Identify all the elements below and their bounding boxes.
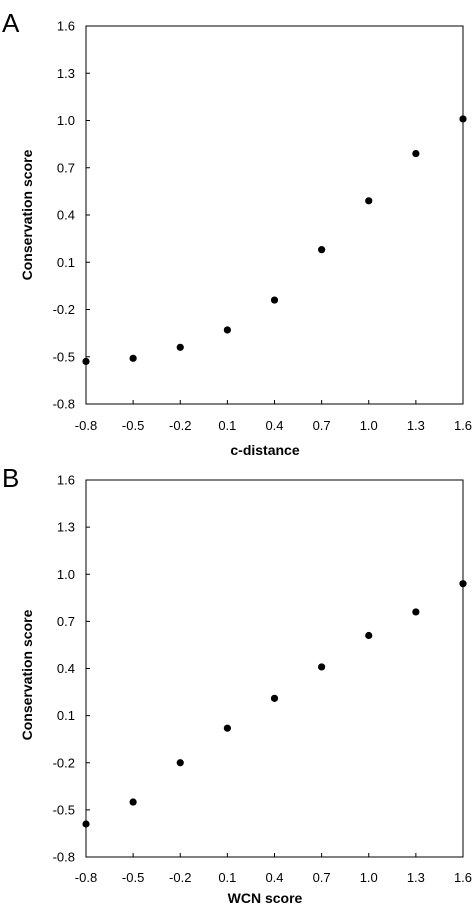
panel-a-y-tick-label: -0.5 [53, 349, 75, 364]
panel-a-x-tick-label: -0.5 [122, 418, 144, 433]
panel-b-y-tick-label: 1.6 [57, 473, 75, 488]
panel-a-letter: A [2, 8, 20, 38]
panel-b-x-tick-label: 0.1 [218, 870, 236, 885]
panel-a-y-tick-label: -0.2 [53, 302, 75, 317]
panel-b-plot-area [85, 479, 464, 858]
panel-a-plot-area [85, 25, 464, 405]
panel-b-y-tick-label: 1.3 [57, 520, 75, 535]
panel-a-points [82, 115, 467, 366]
panel-b-x-tick-label: 0.7 [313, 870, 331, 885]
panel-b-y-axis-title: Conservation score [19, 609, 35, 740]
panel-a-y-axis-title: Conservation score [19, 149, 35, 280]
panel-a-x-axis: -0.8 -0.5 -0.2 0.1 0.4 0.7 1.0 1.3 1.6 [75, 400, 472, 433]
panel-a-x-axis-title: c-distance [230, 442, 299, 458]
panel-b-y-tick-label: -0.5 [53, 802, 75, 817]
panel-a-data-point [459, 115, 467, 123]
panel-b-y-tick-label: 1.0 [57, 567, 75, 582]
panel-b-y-tick-label: 0.1 [57, 708, 75, 723]
panel-a-data-point [176, 343, 184, 351]
panel-a-data-point [412, 149, 420, 158]
panel-b: B -0.8 -0.5 -0.2 0.1 0.4 0.7 1.0 1.3 1.6 -0.8-0.… [2, 463, 472, 906]
panel-a-x-tick-label: 0.7 [313, 418, 331, 433]
panel-b-x-tick-label: -0.8 [75, 870, 97, 885]
panel-b-data-point [223, 724, 231, 732]
panel-b-y-axis: -0.8 -0.5 -0.2 0.1 0.4 0.7 1.0 1.3 1.6 [53, 473, 90, 865]
panel-a: A -0.8 -0.5 -0.2 0.1 0.4 0.7 1.0 1.3 1.6 -0.8-0.… [2, 8, 472, 458]
panel-a-x-tick-label: 1.3 [407, 418, 425, 433]
panel-a-x-tick-label: 1.0 [360, 418, 378, 433]
panel-b-data-point [365, 631, 373, 640]
panel-a-y-axis: -0.8 -0.5 -0.2 0.1 0.4 0.7 1.0 1.3 1.6 [53, 19, 90, 412]
panel-a-y-tick-label: 1.0 [57, 113, 75, 128]
panel-a-x-tick-label: 0.4 [265, 418, 283, 433]
panel-a-data-point [129, 354, 137, 362]
panel-a-x-tick-label: -0.2 [169, 418, 191, 433]
panel-b-x-tick-label: -0.2 [169, 870, 191, 885]
panel-a-y-tick-label: 1.6 [57, 19, 75, 34]
panel-b-data-point [82, 820, 90, 828]
panel-a-data-point [318, 246, 326, 254]
panel-a-x-tick-label: 0.1 [218, 418, 236, 433]
panel-b-x-tick-label: -0.5 [122, 870, 144, 885]
panel-b-letter: B [2, 463, 19, 493]
panel-a-y-tick-label: -0.8 [53, 397, 75, 412]
panel-a-y-tick-label: 1.3 [57, 66, 75, 81]
panel-b-x-axis: -0.8 -0.5 -0.2 0.1 0.4 0.7 1.0 1.3 1.6 [75, 853, 472, 885]
panel-b-x-tick-label: 1.0 [360, 870, 378, 885]
panel-b-points [82, 580, 467, 828]
panel-b-x-tick-label: 1.6 [454, 870, 472, 885]
panel-a-data-point [223, 326, 231, 334]
panel-b-data-point [412, 608, 420, 616]
panel-a-data-point [270, 296, 279, 304]
panel-b-data-point [318, 663, 326, 671]
panel-a-data-point [365, 197, 373, 205]
panel-b-data-point [129, 798, 137, 806]
panel-b-x-tick-label: 1.3 [407, 870, 425, 885]
panel-a-data-point [82, 357, 90, 366]
panel-a-y-tick-label: 0.4 [57, 208, 75, 223]
panel-a-x-tick-label: 1.6 [454, 418, 472, 433]
panel-a-y-tick-label: 0.1 [57, 255, 75, 270]
panel-b-data-point [270, 694, 279, 702]
panel-b-y-tick-label: 0.4 [57, 661, 75, 676]
panel-b-x-axis-title: WCN score [228, 890, 303, 906]
panel-b-y-tick-label: -0.2 [53, 755, 75, 770]
panel-b-y-tick-label: 0.7 [57, 614, 75, 629]
panel-b-data-point [176, 759, 184, 767]
panel-b-y-tick-label: -0.8 [53, 850, 75, 865]
panel-b-x-tick-label: 0.4 [265, 870, 283, 885]
panel-a-y-tick-label: 0.7 [57, 160, 75, 175]
panel-a-x-tick-label: -0.8 [75, 418, 97, 433]
panel-b-data-point [459, 580, 467, 588]
